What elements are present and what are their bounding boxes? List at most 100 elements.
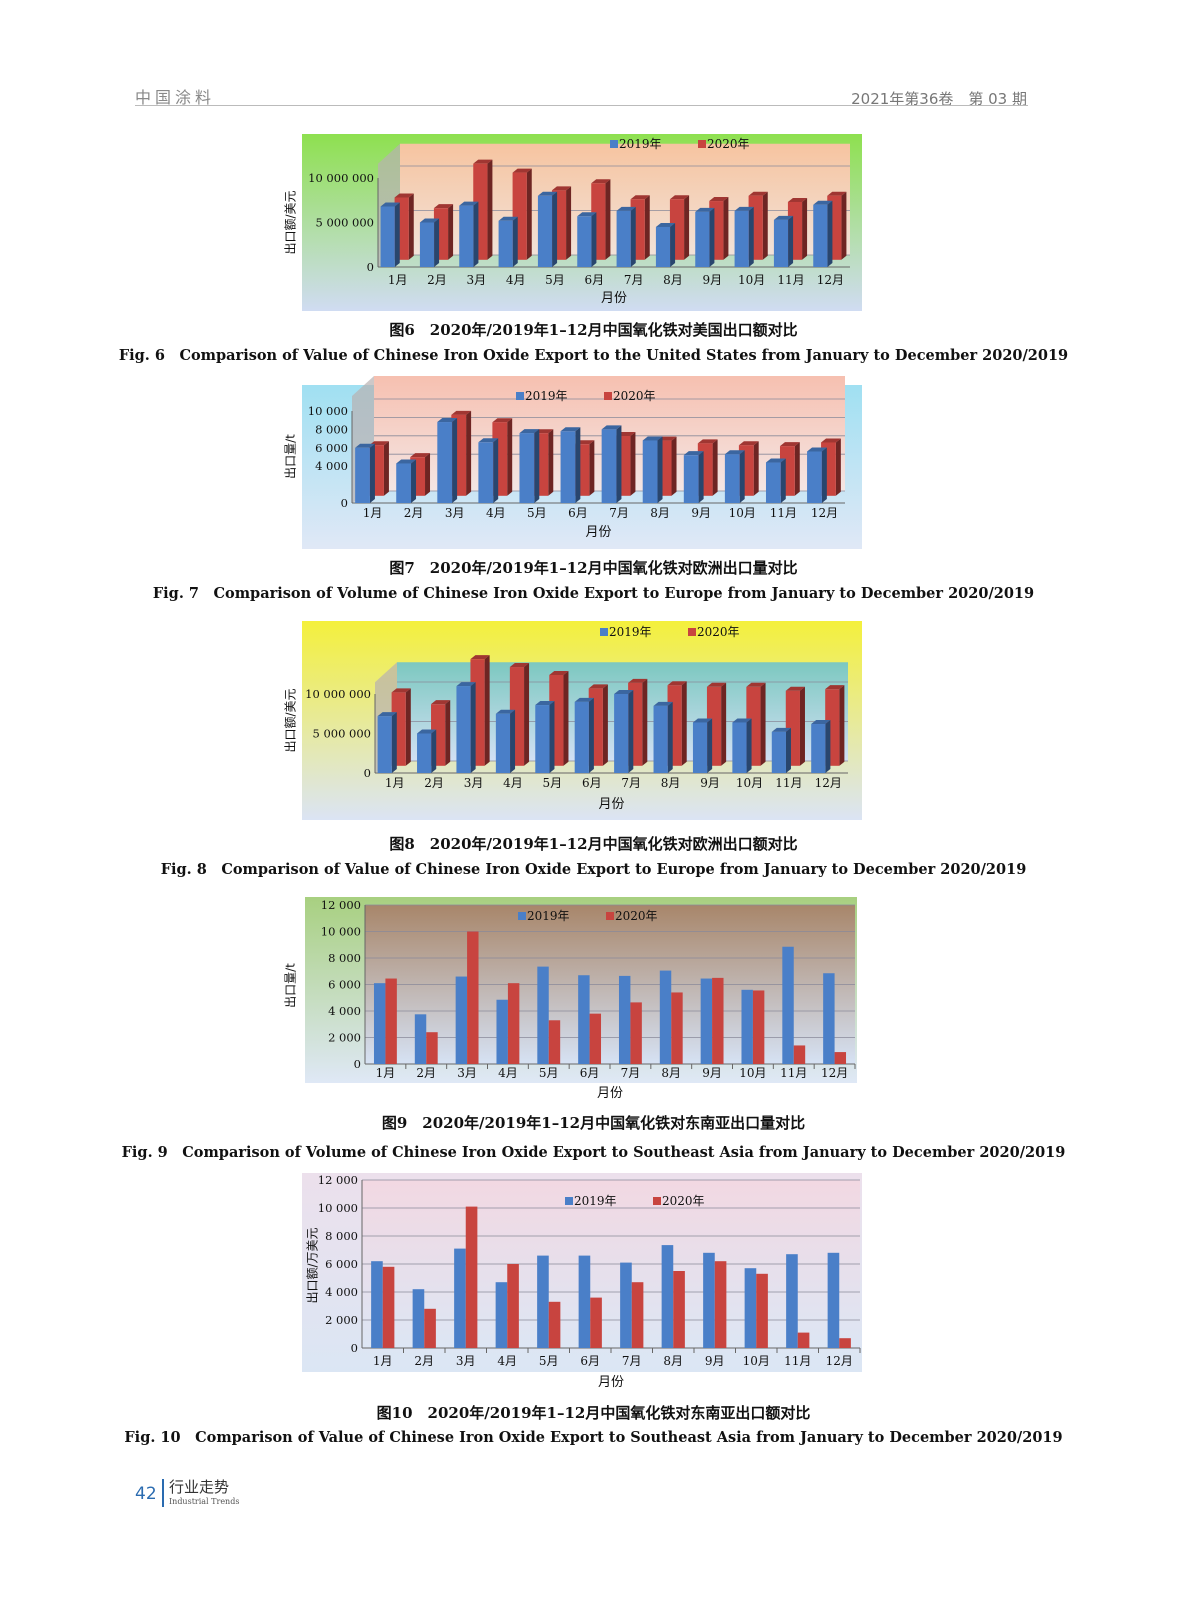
legend-label: 2020年 xyxy=(613,389,656,403)
bar-top-2019年 xyxy=(734,206,754,211)
bar-side-2020年 xyxy=(526,168,532,260)
legend-swatch xyxy=(604,392,612,400)
bar-top-2019年 xyxy=(456,682,476,687)
x-tick-label: 11月 xyxy=(777,273,804,287)
bar-side-2020年 xyxy=(762,191,768,260)
bar-2019年-3月 xyxy=(456,686,471,773)
x-tick-label: 11月 xyxy=(770,506,797,520)
bar-top-2019年 xyxy=(478,438,499,443)
bar-2019年-3月 xyxy=(454,1248,466,1348)
bar-top-2020年 xyxy=(391,688,411,693)
x-tick-label: 10月 xyxy=(736,776,763,790)
x-tick-label: 10月 xyxy=(738,273,765,287)
bar-2019年-10月 xyxy=(734,210,749,267)
x-tick-label: 4月 xyxy=(498,1066,518,1080)
bar-side-2019年 xyxy=(657,436,663,503)
bar-top-2020年 xyxy=(709,197,729,202)
bar-side-2019年 xyxy=(431,729,437,773)
x-tick-label: 2月 xyxy=(414,1354,434,1368)
y-tick-label: 0 xyxy=(351,1341,358,1355)
x-tick-label: 3月 xyxy=(457,1066,477,1080)
x-tick-label: 4月 xyxy=(486,506,506,520)
x-tick-label: 2月 xyxy=(427,273,447,287)
x-tick-label: 2月 xyxy=(416,1066,436,1080)
x-tick-label: 12月 xyxy=(826,1354,853,1368)
bar-top-2020年 xyxy=(512,168,532,173)
y-tick-label: 4 000 xyxy=(328,1004,361,1018)
bar-side-2019年 xyxy=(394,202,400,267)
bar-side-2020年 xyxy=(841,191,847,260)
x-tick-label: 7月 xyxy=(621,776,641,790)
bar-top-2019年 xyxy=(724,450,745,455)
bar-top-2019年 xyxy=(437,418,458,423)
bar-2019年-5月 xyxy=(535,705,550,773)
y-tick-label: 5 000 000 xyxy=(312,727,371,741)
bar-2019年-2月 xyxy=(417,733,432,773)
bar-side-2019年 xyxy=(827,200,833,267)
issue-info: 2021年第36卷 第 03 期 xyxy=(851,90,1027,108)
bar-2019年-9月 xyxy=(700,978,713,1064)
bar-2019年-2月 xyxy=(412,1289,425,1348)
bar-side-2020年 xyxy=(712,439,718,496)
bar-top-2019年 xyxy=(692,718,713,723)
bar-2019年-11月 xyxy=(786,1254,798,1348)
bar-2019年-12月 xyxy=(813,204,828,267)
bar-2019年-10月 xyxy=(741,989,753,1064)
bar-2020年-8月 xyxy=(671,992,683,1064)
legend-label: 2020年 xyxy=(697,625,740,639)
y-tick-label: 6 000 xyxy=(325,1257,358,1271)
bar-top-2019年 xyxy=(396,459,417,464)
x-tick-label: 9月 xyxy=(702,1066,722,1080)
bar-2020年-4月 xyxy=(507,1264,519,1348)
legend-label: 2019年 xyxy=(619,137,662,151)
bar-2019年-4月 xyxy=(496,999,508,1064)
bar-top-2019年 xyxy=(807,447,827,452)
bar-2020年-9月 xyxy=(714,1261,727,1348)
bar-2019年-4月 xyxy=(495,1282,508,1348)
bar-2019年-8月 xyxy=(653,705,668,773)
legend-swatch xyxy=(698,140,706,148)
figure-6-chart: 0 5 000 000 10 000 000 1月 2月 3月 4月 5月 6月 7月 8月 9月 10… xyxy=(302,134,862,311)
bar-2019年-1月 xyxy=(373,983,386,1064)
bar-top-2020年 xyxy=(785,686,805,691)
bar-2020年-3月 xyxy=(467,931,479,1064)
bar-2019年-1月 xyxy=(355,447,370,503)
bar-2019年-12月 xyxy=(811,724,826,773)
x-tick-label: 1月 xyxy=(385,776,405,790)
y-tick-label: 0 xyxy=(354,1057,361,1071)
y-tick-label: 5 000 000 xyxy=(315,216,374,230)
bar-top-2019年 xyxy=(574,697,594,702)
bar-top-2020年 xyxy=(628,678,648,683)
bar-2020年-9月 xyxy=(712,977,724,1064)
fig10-caption-cn: 图10 2020年/2019年1–12月中国氧化铁对东南亚出口额对比 xyxy=(376,1404,811,1422)
bar-2019年-6月 xyxy=(578,975,590,1064)
fig7-caption-cn: 图7 2020年/2019年1–12月中国氧化铁对欧洲出口量对比 xyxy=(389,559,798,577)
x-tick-label: 8月 xyxy=(663,273,683,287)
bar-2019年-8月 xyxy=(661,1245,674,1348)
bar-top-2019年 xyxy=(560,427,581,432)
bar-top-2020年 xyxy=(748,191,768,196)
bar-2019年-6月 xyxy=(577,216,592,267)
bar-side-2019年 xyxy=(616,425,622,503)
bar-top-2019年 xyxy=(642,436,663,441)
x-tick-label: 4月 xyxy=(506,273,526,287)
bar-side-2019年 xyxy=(667,701,673,773)
x-tick-label: 1月 xyxy=(373,1354,393,1368)
bar-2020年-5月 xyxy=(548,1020,561,1064)
bar-2020年-2月 xyxy=(424,1308,436,1348)
bar-top-2019年 xyxy=(655,222,676,227)
bar-top-2019年 xyxy=(495,709,516,714)
bar-top-2020年 xyxy=(746,682,766,687)
legend-label: 2019年 xyxy=(574,1194,617,1208)
bar-top-2020年 xyxy=(667,681,687,686)
bar-side-2020年 xyxy=(566,186,572,260)
bar-side-2020年 xyxy=(589,440,595,496)
bar-top-2020年 xyxy=(451,410,472,415)
x-tick-label: 6月 xyxy=(582,776,602,790)
bar-side-2019年 xyxy=(670,222,676,267)
bar-2019年-6月 xyxy=(560,431,576,503)
figure-9-chart: 0 2 000 4 000 6 000 8 000 10 000 12 000 1月 2月 3月 4… xyxy=(305,897,857,1101)
bar-side-2019年 xyxy=(434,218,440,267)
bar-side-2020年 xyxy=(684,195,690,260)
